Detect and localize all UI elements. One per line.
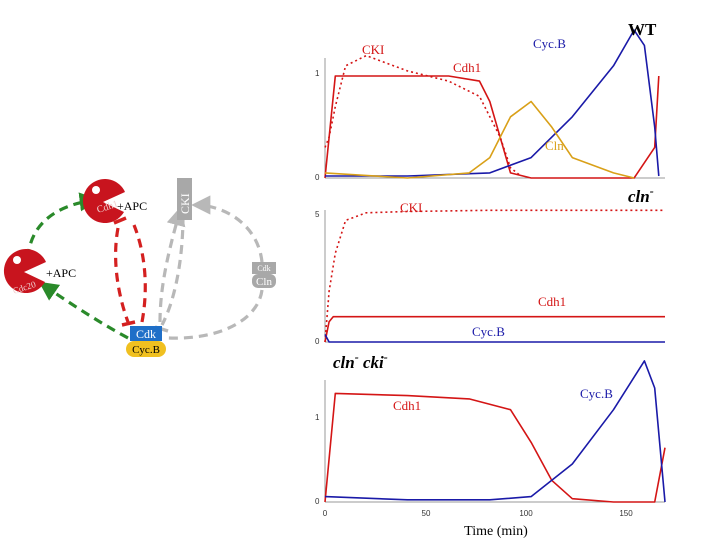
activation-arrow-cdc20-to-cdh1 [26, 192, 99, 259]
cki-series-label: CKI [362, 42, 384, 57]
cln-label: Cln [256, 276, 272, 288]
x-tick-label: 50 [422, 509, 431, 518]
inhibition-bar-bottom [121, 320, 136, 327]
cycb-series-label: Cyc.B [472, 324, 505, 339]
inhibition-cdk-cdh1 [132, 224, 147, 323]
series-line-cln [324, 100, 635, 179]
inhibition-cdh1-cdk [114, 227, 130, 323]
cln-series-label: Cln [545, 138, 564, 153]
inhibition-cki-cdk [160, 214, 185, 326]
y-tick-label: 0 [315, 497, 320, 506]
arrow-cln-to-cdk [167, 289, 264, 340]
cki-label: CKI [178, 193, 192, 214]
series-line-cycb [324, 360, 666, 503]
cycb-series-label: Cyc.B [580, 386, 613, 401]
cdh1-apc-label: +APC [117, 199, 147, 213]
x-tick-label: 150 [619, 509, 633, 518]
y-tick-label: 0 [315, 337, 320, 346]
series-line-cdh1 [324, 315, 665, 343]
cycb-box [126, 341, 166, 357]
cdh1-series-label: Cdh1 [453, 60, 481, 75]
x-axis-label: Time (min) [464, 524, 528, 539]
activation-arrow-cdk-to-cdc20 [38, 281, 129, 340]
panel-title: cln- cki- [333, 350, 388, 372]
y-tick-label: 1 [315, 413, 320, 422]
x-tick-label: 0 [323, 509, 328, 518]
inhibition-bar-top [113, 216, 127, 225]
panel-title: cln- [628, 184, 654, 206]
series-line-cdh1 [324, 75, 660, 179]
cdk-cycb-node: Cdk Cyc.B [126, 326, 166, 357]
cdh1-series-label: Cdh1 [393, 398, 421, 413]
cln-cdk-label: Cdk [257, 264, 270, 273]
cycb-series-label: Cyc.B [533, 36, 566, 51]
regulatory-network: Cdh1 +APC Cdc20 +APC CKI Cdk Cln Cdk Cy [3, 178, 276, 357]
panel-cln-cki: 1 0 cln- cki- Cdh1 Cyc.B 0 50 100 150 Ti… [315, 350, 666, 539]
panel-wt: 1 0 WT CKI Cyc.B Cdh1 Cln [315, 20, 665, 182]
y-tick-label: 0 [315, 173, 320, 182]
cdh1-series-label: Cdh1 [538, 294, 566, 309]
y-tick-label: 5 [315, 210, 320, 219]
series-line-cki [324, 209, 665, 343]
cdh1-node: Cdh1 +APC [82, 179, 147, 224]
inhibition-cdk-cki [158, 206, 186, 323]
cki-node: CKI [177, 178, 192, 220]
cdk-box [130, 326, 162, 341]
y-tick-label: 1 [315, 69, 320, 78]
panel-title: WT [628, 20, 657, 39]
cdc20-apc-label: +APC [46, 266, 76, 280]
panel-cln: 5 0 cln- CKI Cdh1 Cyc.B [315, 184, 665, 346]
cdc20-node: Cdc20 +APC [3, 249, 76, 296]
series-line-cycb [324, 334, 665, 343]
cln-cdk-node: Cdk Cln [252, 262, 276, 288]
series-line-cdh1 [324, 392, 666, 503]
series-line-cki [324, 54, 522, 177]
cycb-label: Cyc.B [132, 344, 160, 356]
arrow-cln-to-cki [191, 195, 264, 263]
cdk-label: Cdk [136, 327, 156, 341]
x-tick-label: 100 [519, 509, 533, 518]
cki-series-label: CKI [400, 200, 422, 215]
